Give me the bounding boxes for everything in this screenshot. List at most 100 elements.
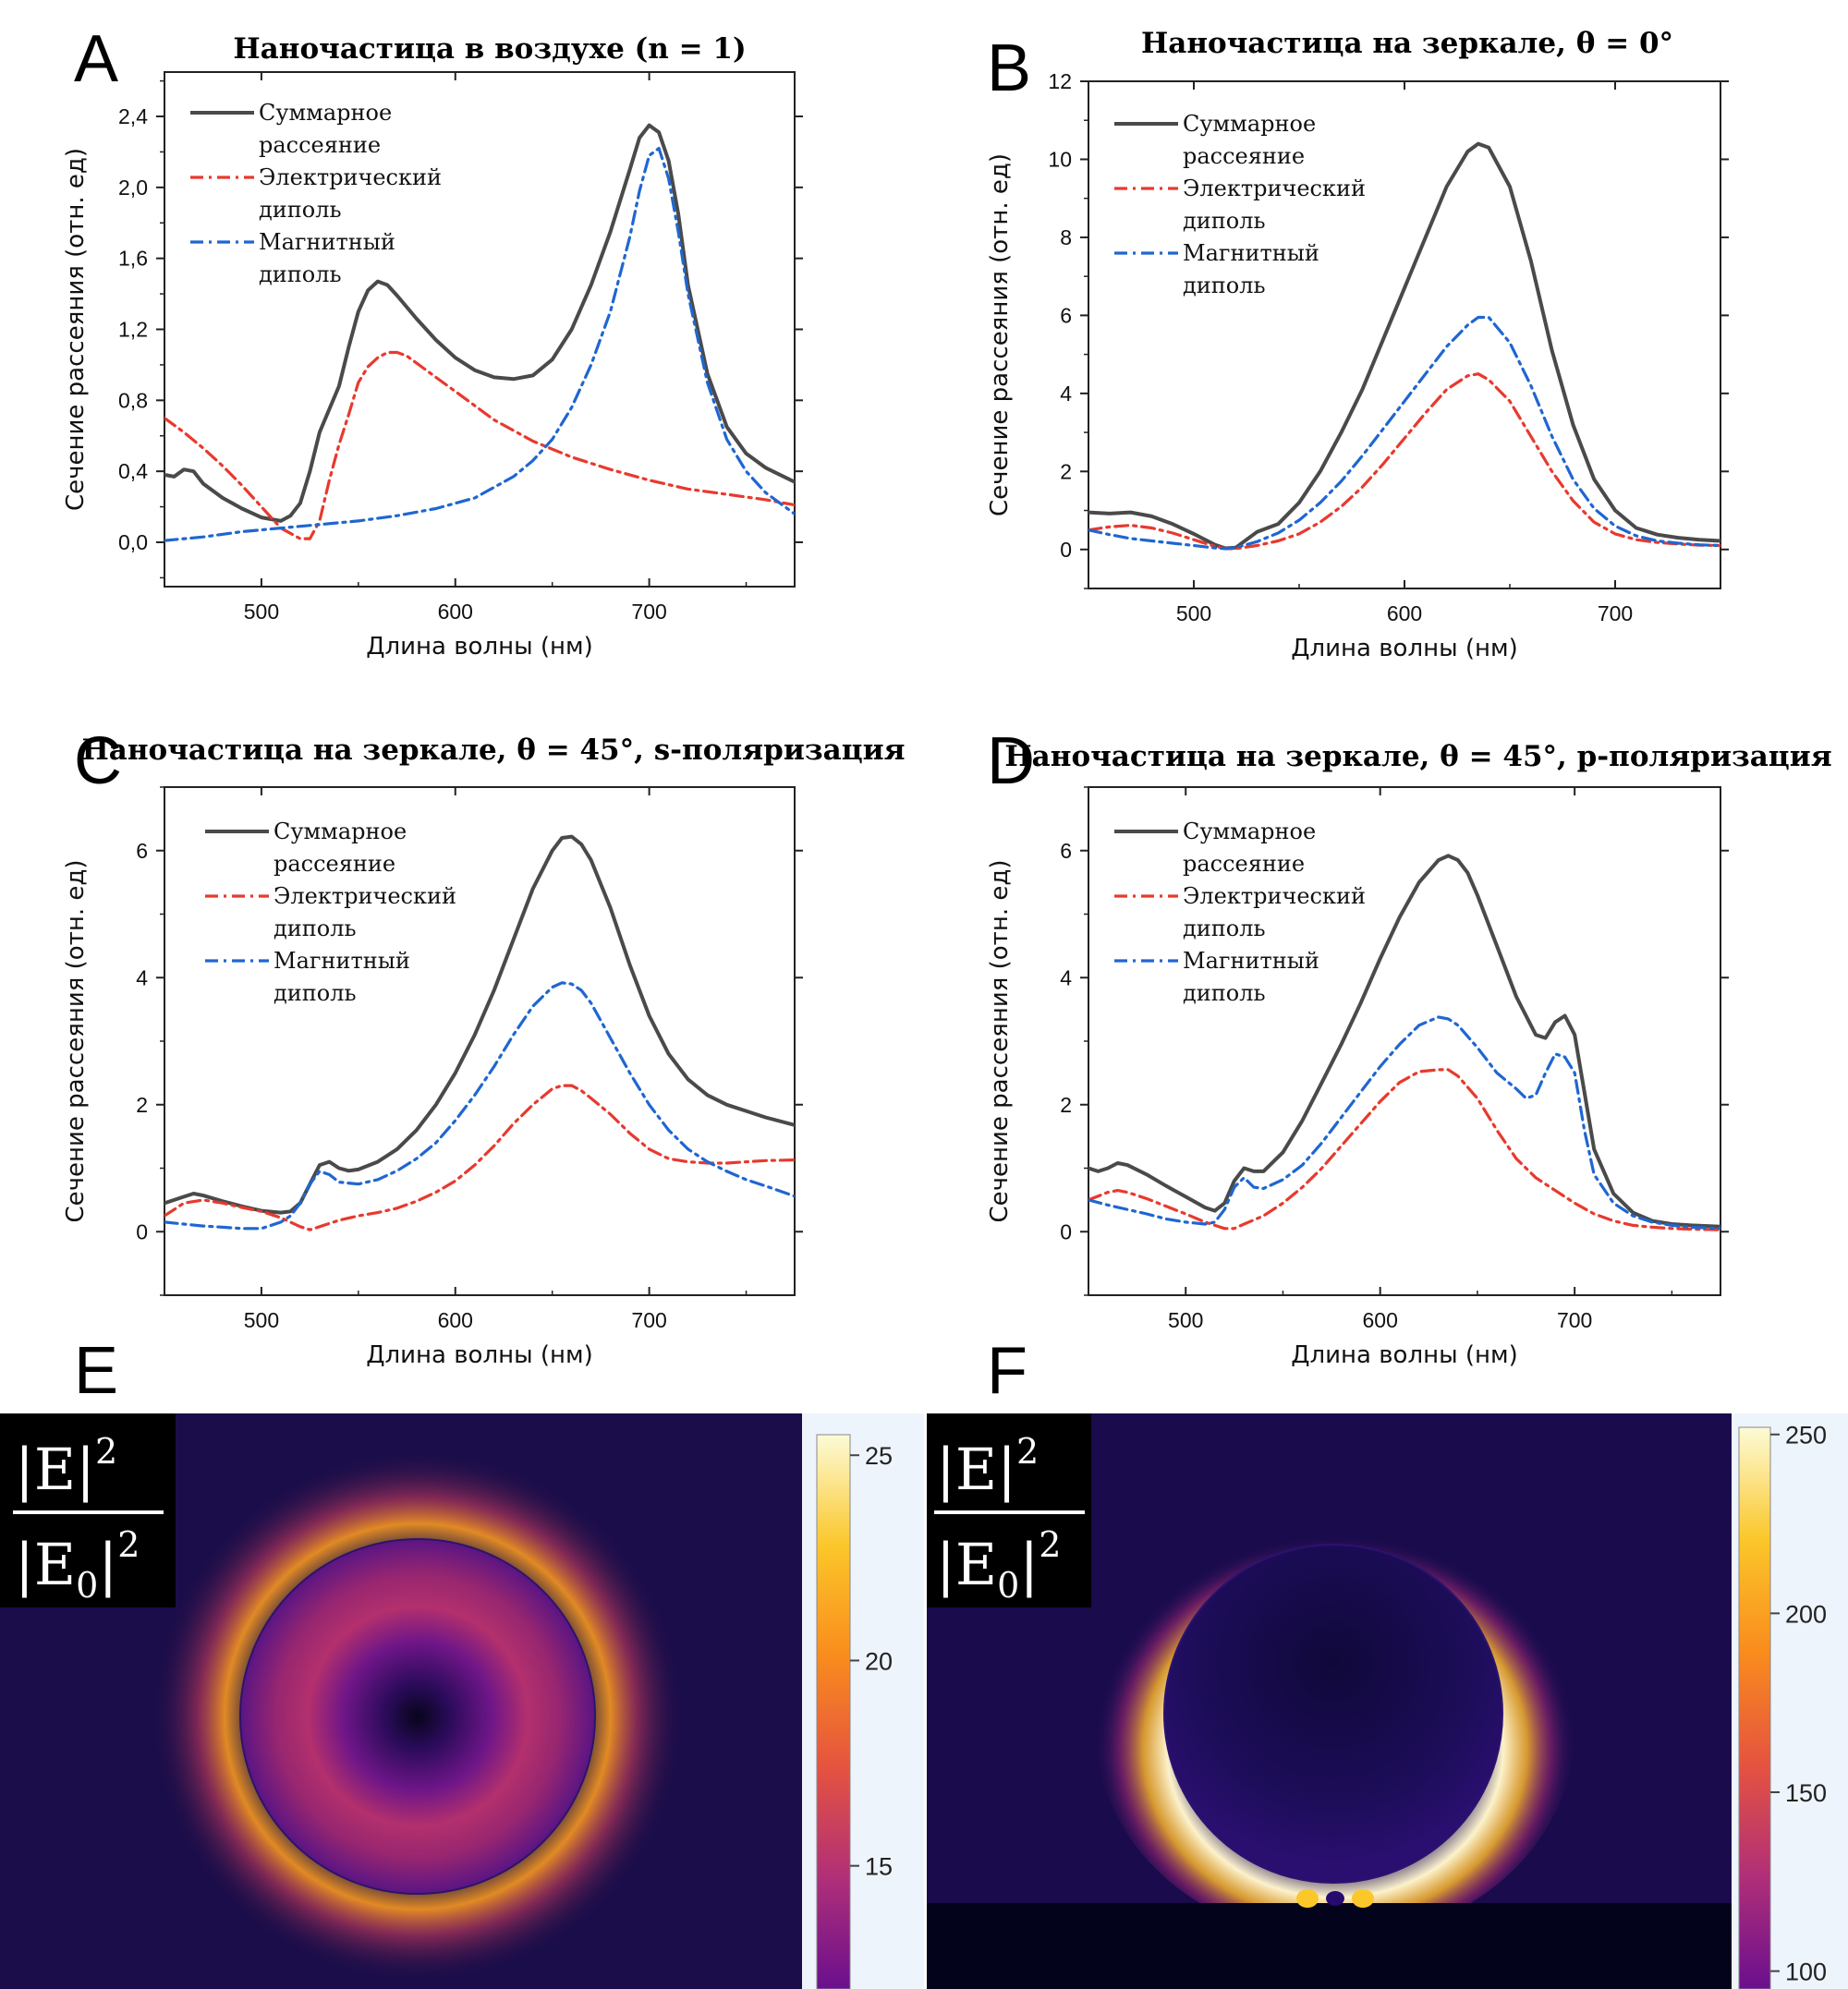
x-axis-label: Длина волны (нм) <box>1291 635 1518 662</box>
series-line-electric <box>164 1084 795 1231</box>
legend-label: Магнитный <box>1183 948 1319 974</box>
colorbar-tick-label: 150 <box>1785 1779 1827 1807</box>
y-tick-label: 2 <box>1060 1093 1072 1117</box>
colorbar-tick-label: 100 <box>1785 1959 1827 1986</box>
y-tick-label: 4 <box>1060 965 1072 989</box>
x-axis-label: Длина волны (нм) <box>366 633 593 661</box>
chart-title: Наночастица в воздухе (n = 1) <box>233 32 746 66</box>
legend-label: Электрический <box>259 164 442 190</box>
y-tick-label: 2,0 <box>118 176 148 200</box>
series-line-magnetic <box>1088 1015 1720 1231</box>
y-tick-label: 12 <box>1048 69 1072 93</box>
x-tick-label: 700 <box>1557 1308 1592 1332</box>
legend-label: диполь <box>1183 208 1266 234</box>
heatmap-e <box>0 1413 802 1989</box>
x-tick-label: 600 <box>1387 601 1422 625</box>
chart-title: Наночастица на зеркале, θ = 45°, p-поляр… <box>1004 740 1831 773</box>
equation-label-f: |E|2 |E0|2 <box>927 1413 1091 1607</box>
y-tick-label: 0 <box>1060 1219 1072 1243</box>
colorbar-tick-label: 250 <box>1785 1422 1827 1449</box>
y-axis-label: Сечение рассеяния (отн. ед) <box>62 148 90 511</box>
x-tick-label: 700 <box>631 1308 666 1332</box>
legend-label: Магнитный <box>1183 240 1319 266</box>
x-tick-label: 500 <box>244 600 279 624</box>
y-tick-label: 8 <box>1060 225 1072 249</box>
y-tick-label: 0 <box>136 1219 148 1243</box>
y-tick-label: 2,4 <box>118 104 148 128</box>
colorbar-tick-label: 200 <box>1785 1600 1827 1628</box>
y-tick-label: 6 <box>1060 303 1072 327</box>
series-line-electric <box>164 350 795 540</box>
y-tick-label: 2 <box>136 1093 148 1117</box>
panel-letter-b: B <box>987 31 1031 105</box>
legend-label: Магнитный <box>274 948 410 974</box>
legend-label: Электрический <box>1183 883 1366 909</box>
y-tick-label: 0,4 <box>118 459 148 483</box>
legend-label: рассеяние <box>259 132 381 158</box>
equation-label-e: |E|2 |E0|2 <box>0 1413 176 1607</box>
y-tick-label: 0,0 <box>118 530 148 554</box>
legend-label: диполь <box>259 197 342 223</box>
legend-label: Электрический <box>274 883 456 909</box>
series-line-total <box>164 123 795 523</box>
x-tick-label: 500 <box>1176 601 1211 625</box>
colorbar-f: 100 150 200 250 <box>1732 1413 1848 1989</box>
x-tick-label: 500 <box>1168 1308 1203 1332</box>
chart-d: Наночастица на зеркале, θ = 45°, p-поляр… <box>986 740 1832 1369</box>
y-tick-label: 0 <box>1060 538 1072 562</box>
y-tick-label: 10 <box>1048 147 1072 171</box>
legend-label: диполь <box>1183 980 1266 1006</box>
legend-label: Электрический <box>1183 176 1366 201</box>
colorbar-tick-label: 15 <box>865 1853 893 1881</box>
series-line-electric <box>1088 372 1720 551</box>
y-tick-label: 6 <box>1060 839 1072 863</box>
x-axis-label: Длина волны (нм) <box>1291 1341 1518 1369</box>
series-line-total <box>1088 854 1720 1229</box>
x-tick-label: 700 <box>1598 601 1633 625</box>
y-tick-label: 1,2 <box>118 318 148 342</box>
svg-text:|E0|2: |E0|2 <box>936 1524 1061 1606</box>
plot-frame <box>164 786 796 1296</box>
x-tick-label: 600 <box>438 1308 473 1332</box>
x-axis-label: Длина волны (нм) <box>366 1341 593 1369</box>
series-line-magnetic <box>1088 315 1720 551</box>
svg-text:|E|2: |E|2 <box>15 1431 117 1503</box>
legend-label: диполь <box>1183 273 1266 298</box>
panel-letter-c: C <box>74 724 122 798</box>
chart-title: Наночастица на зеркале, θ = 45°, s-поляр… <box>81 734 905 767</box>
chart-c: Наночастица на зеркале, θ = 45°, s-поляр… <box>62 734 906 1369</box>
legend-label: Суммарное <box>259 100 392 126</box>
y-tick-label: 0,8 <box>118 388 148 412</box>
svg-text:|E|2: |E|2 <box>936 1431 1039 1503</box>
series-line-total <box>164 834 795 1215</box>
legend-label: рассеяние <box>274 851 395 877</box>
y-axis-label: Сечение рассеяния (отн. ед) <box>986 153 1014 516</box>
y-tick-label: 4 <box>136 965 148 989</box>
series-line-magnetic <box>164 147 795 542</box>
y-tick-label: 1,6 <box>118 247 148 271</box>
series-line-total <box>1088 141 1720 551</box>
legend-label: Суммарное <box>274 819 407 844</box>
panel-letter-d: D <box>987 724 1035 798</box>
y-tick-label: 4 <box>1060 382 1072 406</box>
panel-letter-a: A <box>74 22 118 96</box>
x-tick-label: 600 <box>438 600 473 624</box>
legend-label: диполь <box>274 916 357 941</box>
legend-label: Суммарное <box>1183 819 1316 844</box>
colorbar-tick-label: 20 <box>865 1647 893 1675</box>
legend-label: Магнитный <box>259 229 395 255</box>
series-line-electric <box>1088 1068 1720 1231</box>
y-axis-label: Сечение рассеяния (отн. ед) <box>62 860 90 1223</box>
colorbar-tick-label: 25 <box>865 1442 893 1470</box>
x-tick-label: 600 <box>1363 1308 1398 1332</box>
x-tick-label: 500 <box>244 1308 279 1332</box>
chart-a: Наночастица в воздухе (n = 1) 500 600 700 0,… <box>62 32 803 661</box>
panel-letter-f: F <box>987 1334 1027 1408</box>
chart-title: Наночастица на зеркале, θ = 0° <box>1141 27 1673 60</box>
y-tick-label: 2 <box>1060 459 1072 483</box>
svg-text:|E0|2: |E0|2 <box>15 1524 140 1606</box>
legend-label: диполь <box>1183 916 1266 941</box>
legend-label: диполь <box>274 980 357 1006</box>
colorbar-e: 15 20 25 <box>802 1413 924 1989</box>
